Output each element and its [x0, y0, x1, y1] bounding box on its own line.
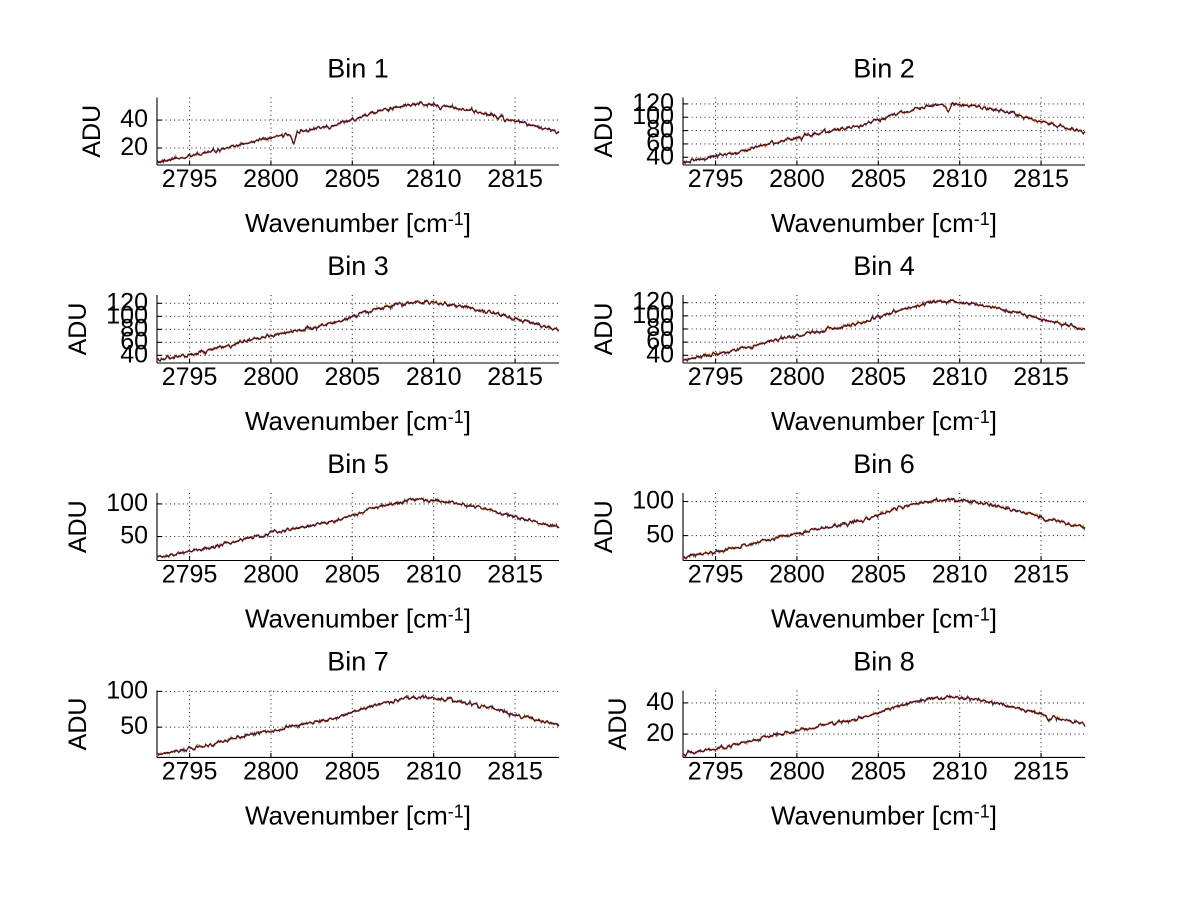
- svg-text:2800: 2800: [243, 757, 299, 785]
- svg-text:40: 40: [646, 688, 674, 716]
- svg-text:Wavenumber [cm-1]: Wavenumber [cm-1]: [245, 208, 471, 238]
- svg-text:2810: 2810: [406, 561, 462, 589]
- svg-text:2800: 2800: [769, 363, 825, 391]
- svg-text:Wavenumber [cm-1]: Wavenumber [cm-1]: [771, 406, 997, 436]
- svg-text:Wavenumber [cm-1]: Wavenumber [cm-1]: [771, 208, 997, 238]
- svg-text:2815: 2815: [1013, 561, 1069, 589]
- svg-text:Bin 3: Bin 3: [327, 251, 389, 281]
- svg-text:100: 100: [106, 489, 148, 517]
- svg-text:ADU: ADU: [64, 303, 92, 356]
- svg-text:2795: 2795: [162, 561, 218, 589]
- svg-text:2805: 2805: [324, 363, 380, 391]
- svg-text:2795: 2795: [688, 757, 744, 785]
- svg-text:40: 40: [120, 105, 148, 133]
- svg-text:2800: 2800: [769, 561, 825, 589]
- svg-text:2810: 2810: [932, 757, 988, 785]
- svg-text:2800: 2800: [243, 561, 299, 589]
- svg-text:50: 50: [120, 712, 148, 740]
- svg-text:2810: 2810: [932, 561, 988, 589]
- svg-text:50: 50: [120, 522, 148, 550]
- svg-text:2810: 2810: [406, 165, 462, 193]
- svg-text:ADU: ADU: [590, 105, 618, 158]
- svg-text:2805: 2805: [850, 165, 906, 193]
- svg-text:20: 20: [120, 133, 148, 161]
- svg-text:2810: 2810: [406, 363, 462, 391]
- svg-text:2800: 2800: [243, 165, 299, 193]
- svg-text:2805: 2805: [324, 165, 380, 193]
- svg-text:Bin 1: Bin 1: [327, 54, 389, 84]
- svg-text:2795: 2795: [688, 561, 744, 589]
- svg-text:Bin 7: Bin 7: [327, 647, 389, 677]
- svg-text:ADU: ADU: [64, 698, 92, 751]
- svg-text:Bin 2: Bin 2: [853, 54, 915, 84]
- svg-text:ADU: ADU: [78, 105, 106, 158]
- svg-text:2815: 2815: [1013, 165, 1069, 193]
- svg-text:Bin 6: Bin 6: [853, 449, 915, 479]
- svg-text:100: 100: [106, 676, 148, 704]
- svg-text:2805: 2805: [850, 561, 906, 589]
- svg-text:ADU: ADU: [590, 500, 618, 553]
- svg-text:120: 120: [632, 288, 674, 316]
- svg-text:Wavenumber [cm-1]: Wavenumber [cm-1]: [771, 800, 997, 830]
- svg-text:2815: 2815: [487, 165, 543, 193]
- svg-text:Bin 8: Bin 8: [853, 647, 915, 677]
- svg-text:ADU: ADU: [604, 698, 632, 751]
- svg-text:50: 50: [646, 521, 674, 549]
- svg-text:2795: 2795: [162, 165, 218, 193]
- svg-text:Wavenumber [cm-1]: Wavenumber [cm-1]: [245, 604, 471, 634]
- svg-text:2815: 2815: [487, 757, 543, 785]
- svg-text:2805: 2805: [850, 757, 906, 785]
- svg-text:2810: 2810: [932, 165, 988, 193]
- svg-text:2815: 2815: [1013, 363, 1069, 391]
- svg-text:2810: 2810: [932, 363, 988, 391]
- svg-text:2815: 2815: [487, 363, 543, 391]
- svg-text:2810: 2810: [406, 757, 462, 785]
- svg-text:ADU: ADU: [64, 500, 92, 553]
- svg-text:120: 120: [106, 288, 148, 316]
- svg-text:2805: 2805: [324, 561, 380, 589]
- svg-text:2805: 2805: [850, 363, 906, 391]
- svg-text:Bin 4: Bin 4: [853, 251, 915, 281]
- svg-text:2795: 2795: [688, 363, 744, 391]
- svg-text:2800: 2800: [769, 165, 825, 193]
- svg-text:100: 100: [632, 487, 674, 515]
- svg-text:2800: 2800: [769, 757, 825, 785]
- svg-text:2815: 2815: [487, 561, 543, 589]
- svg-text:ADU: ADU: [590, 303, 618, 356]
- svg-text:120: 120: [632, 89, 674, 117]
- svg-text:2795: 2795: [162, 363, 218, 391]
- svg-text:Wavenumber [cm-1]: Wavenumber [cm-1]: [771, 604, 997, 634]
- svg-text:2795: 2795: [162, 757, 218, 785]
- svg-text:Bin 5: Bin 5: [327, 449, 389, 479]
- svg-text:Wavenumber [cm-1]: Wavenumber [cm-1]: [245, 800, 471, 830]
- svg-text:2815: 2815: [1013, 757, 1069, 785]
- svg-text:2800: 2800: [243, 363, 299, 391]
- svg-text:Wavenumber [cm-1]: Wavenumber [cm-1]: [245, 406, 471, 436]
- svg-text:20: 20: [646, 719, 674, 747]
- svg-text:2795: 2795: [688, 165, 744, 193]
- svg-text:2805: 2805: [324, 757, 380, 785]
